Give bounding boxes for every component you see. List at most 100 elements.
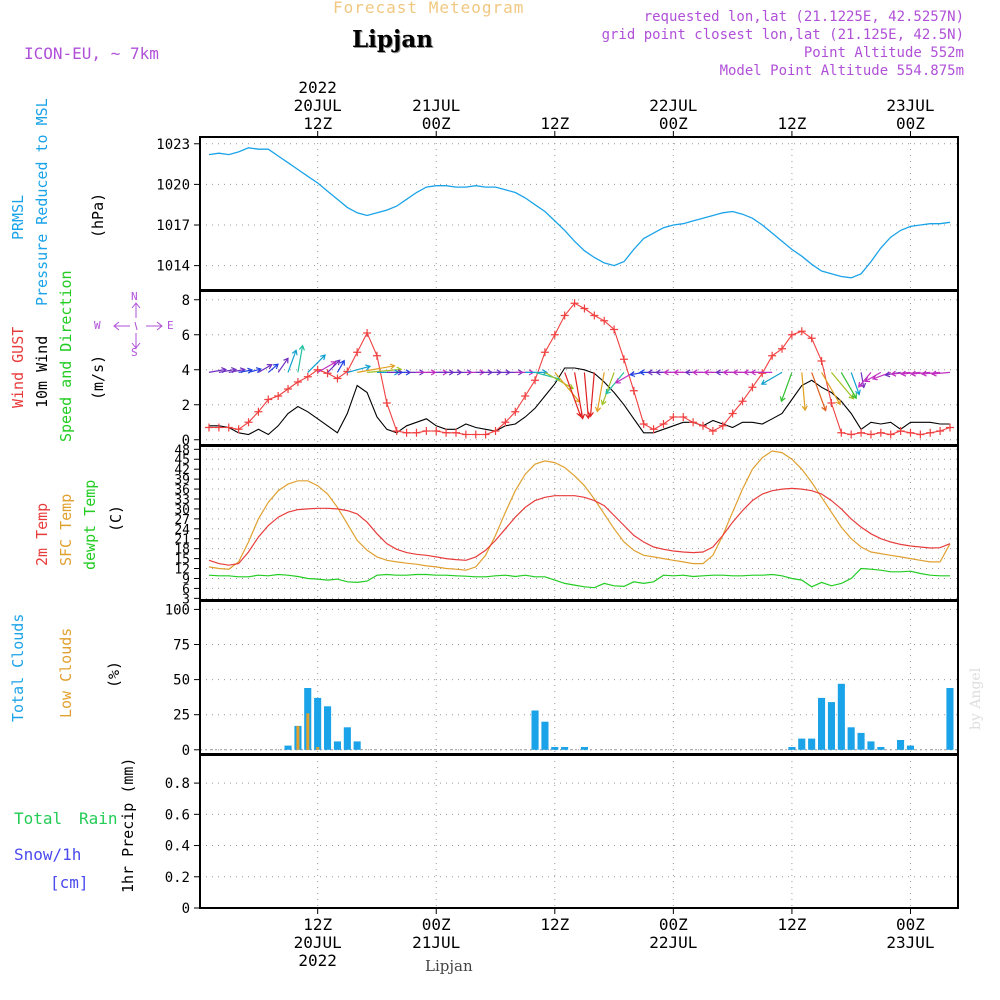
- total-cloud-bar: [897, 740, 905, 750]
- panel-frame-wind: [199, 290, 959, 446]
- total-rain-label-total: Total: [14, 809, 63, 828]
- gust-marker: [392, 427, 401, 435]
- gust-marker: [610, 325, 619, 334]
- gust-marker: [570, 299, 579, 308]
- gust-marker: [293, 378, 302, 386]
- total-cloud-bar: [798, 738, 806, 750]
- wind-direction-arrow: [267, 363, 279, 373]
- gust-marker: [442, 428, 451, 437]
- y-tick-label: 48: [174, 443, 190, 458]
- y-tick-label: 39: [174, 473, 190, 488]
- y-tick-label: 4: [182, 363, 190, 379]
- total-cloud-bar: [847, 727, 855, 750]
- total-cloud-bar: [877, 747, 885, 750]
- y-tick-label: 0.6: [165, 807, 190, 823]
- gust-marker: [708, 427, 717, 435]
- wind-direction-arrow: [821, 372, 841, 406]
- wind-direction-arrow: [811, 372, 828, 412]
- total-cloud-bar: [551, 747, 559, 750]
- gust-marker: [639, 420, 648, 428]
- gust-marker: [234, 425, 243, 434]
- gust-marker: [481, 430, 490, 439]
- gust-marker: [274, 392, 283, 400]
- wind-direction-arrow: [830, 372, 855, 400]
- wind-direction-arrow: [900, 370, 921, 377]
- time-day-label-bottom: 20JUL: [294, 933, 342, 952]
- wind-direction-arrow: [594, 372, 605, 413]
- y-tick-label: 24: [174, 523, 190, 538]
- total-cloud-bar: [857, 732, 865, 750]
- gust-marker: [906, 428, 915, 437]
- total-cloud-bar: [867, 741, 875, 750]
- wind-direction-arrow: [574, 372, 586, 420]
- low-clouds-label: Low Clouds: [57, 627, 75, 718]
- y-tick-label: 0.8: [165, 776, 190, 792]
- compass-east: E: [167, 319, 174, 332]
- y-tick-label: 3: [182, 592, 190, 607]
- time-day-label-top: 20JUL: [294, 96, 342, 115]
- gust-marker: [422, 427, 431, 435]
- gust-marker: [402, 428, 411, 437]
- gust-marker: [817, 357, 826, 365]
- wind-10m-line: [209, 367, 950, 436]
- total-cloud-bar: [333, 741, 341, 750]
- sfc-temp-label: SFC Temp: [57, 493, 75, 566]
- c-unit-label: (C): [107, 504, 125, 532]
- total-cloud-bar: [808, 738, 816, 750]
- total-rain-label-rain: Rain: [79, 809, 118, 828]
- y-tick-label: 33: [174, 493, 190, 508]
- wind-direction-arrow: [258, 364, 273, 373]
- axis-labels: 1014101710201023024683691215182124273033…: [156, 78, 934, 970]
- gust-marker: [214, 423, 223, 432]
- panel-frames: [194, 131, 959, 914]
- requested-coords: requested lon,lat (21.1225E, 42.5257N): [643, 9, 964, 25]
- total-cloud-bar: [541, 721, 549, 750]
- total-cloud-bar: [561, 747, 569, 750]
- gust-marker: [896, 427, 905, 435]
- gust-marker: [827, 399, 836, 407]
- wind-direction-arrow: [890, 370, 911, 377]
- gust-marker: [432, 427, 441, 435]
- time-hour-label-bottom: 00Z: [422, 915, 451, 934]
- model-altitude: Model Point Altitude 554.875m: [719, 63, 964, 79]
- wind-direction-arrow: [801, 372, 808, 412]
- speed-direction-label: Speed and Direction: [57, 270, 75, 442]
- gust-marker: [531, 376, 540, 385]
- gust-marker: [205, 423, 213, 432]
- gust-marker: [501, 418, 510, 427]
- wind-direction-arrow: [297, 344, 305, 373]
- y-tick-label: 100: [165, 602, 190, 618]
- wind-direction-arrow: [583, 372, 592, 420]
- gust-marker: [313, 365, 322, 374]
- gust-marker: [600, 316, 609, 325]
- gust-marker: [491, 427, 500, 435]
- wind-direction-arrow: [287, 349, 298, 373]
- total-cloud-bar: [343, 727, 351, 750]
- wind-direction-arrow: [857, 372, 872, 388]
- time-day-label-bottom: 21JUL: [412, 933, 460, 952]
- gust-marker: [333, 374, 342, 383]
- wind-direction-arrow: [544, 371, 575, 390]
- wind-direction-arrow: [357, 363, 396, 373]
- gust-marker: [787, 330, 796, 339]
- gust-marker: [303, 372, 312, 381]
- gust-marker: [886, 430, 895, 439]
- ms-unit-label: (m/s): [89, 354, 107, 400]
- gust-marker: [550, 330, 559, 339]
- gust-marker: [876, 428, 885, 437]
- y-tick-label: 1017: [156, 218, 190, 234]
- gust-marker: [580, 304, 589, 313]
- snow-unit-label: [cm]: [50, 873, 89, 892]
- compass-west: W: [94, 319, 101, 332]
- wind-direction-arrow: [336, 359, 345, 373]
- wind-direction-arrow: [307, 354, 326, 373]
- total-cloud-bar: [906, 745, 914, 750]
- y-tick-label: 1014: [156, 259, 190, 275]
- y-tick-label: 75: [173, 638, 190, 654]
- y-tick-label: 0.2: [165, 870, 190, 886]
- gust-marker: [619, 355, 628, 364]
- wind-direction-arrow: [920, 370, 941, 377]
- total-cloud-bar: [580, 747, 588, 750]
- 2m-temp-label: 2m Temp: [33, 502, 51, 566]
